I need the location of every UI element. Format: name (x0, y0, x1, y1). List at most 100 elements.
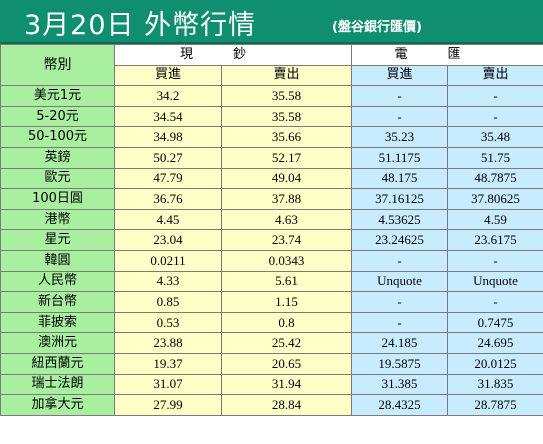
cash-sell-value: 1.15 (220, 291, 353, 313)
table-row: 韓圓 0.0211 0.0343- - (0, 249, 543, 272)
wire-buy-value: 23.24625 (351, 229, 449, 251)
cash-buy-value: 31.07 (114, 373, 222, 396)
wire-buy-value: Unquote (351, 270, 449, 293)
table-row: 50-100元 34.98 35.66 35.23 35.48 (0, 126, 543, 148)
currency-name: 瑞士法朗 (0, 373, 115, 396)
wire-sell-value: 37.80625 (447, 188, 543, 210)
table-row: 港幣 4.45 4.63 4.53625 4.59 (0, 208, 543, 231)
cash-sell-value: 31.94 (220, 373, 353, 396)
currency-name: 人民幣 (0, 270, 115, 293)
wire-buy-value: 4.53625 (351, 208, 449, 231)
currency-name: 100日圓 (0, 188, 115, 210)
wire-sell-value: Unquote (447, 270, 543, 293)
currency-name: 美元1元 (0, 85, 115, 107)
cash-buy-value: 23.88 (114, 332, 222, 354)
cash-sell-value: 5.61 (220, 270, 353, 293)
table-row: 人民幣 4.33 5.61 Unquote Unquote (0, 270, 543, 293)
wire-buy-value: 28.4325 (351, 394, 449, 416)
wire-buy-header: 買進 (351, 64, 449, 87)
currency-name: 港幣 (0, 208, 115, 231)
cash-buy-value: 50.27 (114, 146, 222, 169)
source-label: (盤谷銀行匯價) (332, 20, 422, 35)
cash-sell-value: 25.42 (220, 332, 353, 354)
cash-buy-value: 0.0211 (114, 249, 222, 272)
wire-sell-value: - (447, 249, 543, 272)
cash-sell-value: 52.17 (220, 146, 353, 169)
table-row: 100日圓 36.76 37.88 37.16125 37.80625 (0, 188, 543, 210)
cash-sell-value: 23.74 (220, 229, 353, 251)
cash-buy-value: 27.99 (114, 394, 222, 416)
cash-sell-value: 0.8 (220, 311, 353, 334)
table-row: 加拿大元 27.99 28.84 28.4325 28.7875 (0, 394, 543, 416)
table-row: 瑞士法朗 31.07 31.94 31.385 31.835 (0, 373, 543, 396)
wire-sell-value: 24.695 (447, 332, 543, 354)
cash-sell-value: 35.58 (220, 85, 353, 107)
table-row: 星元 23.04 23.74 23.24625 23.6175 (0, 229, 543, 251)
currency-header: 幣別 (0, 43, 115, 87)
cash-buy-value: 0.53 (114, 311, 222, 334)
wire-buy-value: 51.1175 (351, 146, 449, 169)
header-row-sub: 買進 賣出 買進 賣出 (1, 64, 543, 87)
wire-sell-value: 35.48 (447, 126, 543, 148)
wire-buy-value: 31.385 (351, 373, 449, 396)
title-bar: 3月20日 外幣行情 (盤谷銀行匯價) (0, 0, 543, 44)
wire-sell-value: - (447, 291, 543, 313)
wire-sell-value: 31.835 (447, 373, 543, 396)
wire-buy-value: - (351, 85, 449, 107)
wire-buy-value: 37.16125 (351, 188, 449, 210)
cash-sell-value: 37.88 (220, 188, 353, 210)
wire-sell-value: - (447, 105, 543, 128)
wire-buy-value: - (351, 311, 449, 334)
cash-buy-value: 4.45 (114, 208, 222, 231)
cash-buy-value: 47.79 (114, 167, 222, 190)
wire-header: 電匯 (351, 44, 543, 66)
wire-buy-value: 19.5875 (351, 352, 449, 375)
cash-buy-value: 4.33 (114, 270, 222, 293)
cash-buy-value: 34.2 (114, 85, 222, 107)
currency-name: 菲披索 (0, 311, 115, 334)
wire-sell-value: 23.6175 (447, 229, 543, 251)
cash-sell-value: 0.0343 (220, 249, 353, 272)
wire-sell-value: 0.7475 (447, 311, 543, 334)
cash-sell-header: 賣出 (220, 64, 353, 87)
cash-buy-value: 36.76 (114, 188, 222, 210)
currency-name: 新台幣 (0, 291, 115, 313)
table-row: 新台幣 0.85 1.15- - (0, 291, 543, 313)
wire-sell-value: - (447, 85, 543, 107)
table-row: 5-20元 34.54 35.58- - (0, 105, 543, 128)
currency-name: 加拿大元 (0, 394, 115, 416)
cash-sell-value: 35.58 (220, 105, 353, 128)
table-row: 紐西蘭元 19.37 20.65 19.5875 20.0125 (0, 352, 543, 375)
currency-name: 英鎊 (0, 146, 115, 169)
currency-name: 澳洲元 (0, 332, 115, 354)
cash-sell-value: 49.04 (220, 167, 353, 190)
cash-sell-value: 35.66 (220, 126, 353, 148)
currency-name: 星元 (0, 229, 115, 251)
table-row: 歐元 47.79 49.04 48.175 48.7875 (0, 167, 543, 190)
cash-header: 現鈔 (113, 44, 353, 66)
cash-buy-value: 34.98 (114, 126, 222, 148)
table-row: 澳洲元 23.88 25.42 24.185 24.695 (0, 332, 543, 354)
cash-sell-value: 4.63 (220, 208, 353, 231)
header-row-group: 幣別 現鈔 電匯 (0, 43, 543, 87)
wire-sell-value: 20.0125 (447, 352, 543, 375)
cash-buy-value: 0.85 (114, 291, 222, 313)
currency-name: 50-100元 (0, 126, 115, 148)
cash-buy-value: 23.04 (114, 229, 222, 251)
table-row: 英鎊 50.27 52.17 51.1175 51.75 (0, 146, 543, 169)
wire-sell-value: 48.7875 (447, 167, 543, 190)
wire-buy-value: - (351, 291, 449, 313)
exchange-rate-table: 幣別 現鈔 電匯 買進 賣出 買進 賣出 美元1元 34.2 35.58- -5-20… (0, 43, 543, 416)
table-row: 菲披索 0.53 0.8-0.7475 (0, 311, 543, 334)
currency-name: 紐西蘭元 (0, 352, 115, 375)
wire-buy-value: 48.175 (351, 167, 449, 190)
currency-name: 5-20元 (0, 105, 115, 128)
wire-sell-value: 4.59 (447, 208, 543, 231)
currency-name: 歐元 (0, 167, 115, 190)
wire-buy-value: 24.185 (351, 332, 449, 354)
cash-buy-value: 19.37 (114, 352, 222, 375)
wire-sell-value: 51.75 (447, 146, 543, 169)
wire-buy-value: - (351, 105, 449, 128)
wire-buy-value: - (351, 249, 449, 272)
